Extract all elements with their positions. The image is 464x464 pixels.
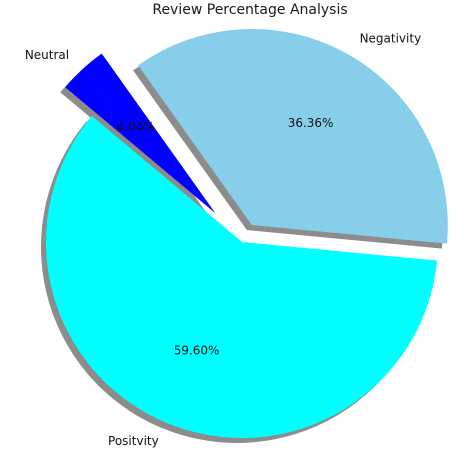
slice-neutral bbox=[65, 53, 216, 214]
slice-negativity bbox=[138, 29, 448, 244]
category-label-neutral: Neutral bbox=[25, 48, 69, 62]
category-label-negativity: Negativity bbox=[360, 31, 422, 45]
percent-label-neutral: 4.04% bbox=[117, 120, 155, 134]
percent-label-negativity: 36.36% bbox=[288, 116, 334, 130]
pie-slices bbox=[45, 29, 448, 439]
category-label-positvity: Positvity bbox=[108, 434, 159, 448]
chart-title: Review Percentage Analysis bbox=[152, 2, 347, 18]
pie-labels: Positvity 59.60% Negativity 36.36% Neutral 4.… bbox=[25, 31, 421, 448]
slice-positvity bbox=[45, 116, 438, 439]
percent-label-positvity: 59.60% bbox=[174, 343, 220, 357]
